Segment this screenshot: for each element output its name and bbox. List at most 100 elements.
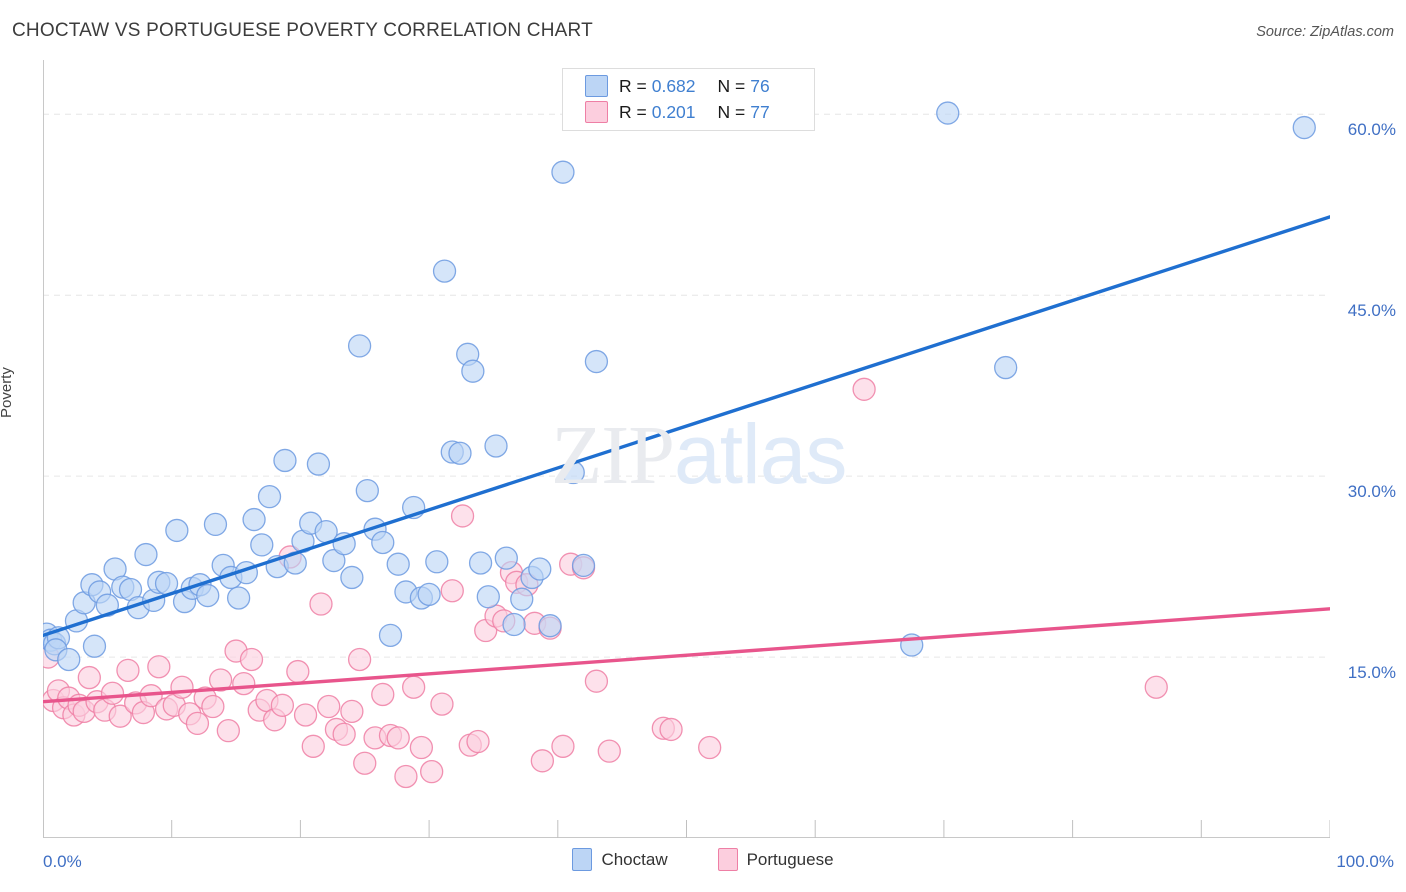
data-point xyxy=(468,551,493,575)
legend-r-label-portuguese: R = xyxy=(619,101,647,122)
data-point xyxy=(77,665,101,690)
y-axis-tick-label: 15.0% xyxy=(1347,663,1396,683)
data-point xyxy=(216,719,240,743)
legend-swatch-choctaw xyxy=(585,75,608,97)
data-point xyxy=(239,647,264,672)
data-point xyxy=(1292,115,1316,140)
scatter-canvas xyxy=(43,60,1330,838)
y-axis-title: Poverty xyxy=(0,367,15,418)
data-point xyxy=(571,553,596,578)
data-point xyxy=(394,764,418,789)
series-label-portuguese: Portuguese xyxy=(746,849,834,869)
series-points-choctaw xyxy=(43,101,1316,672)
data-point xyxy=(584,349,609,374)
legend-row-portuguese: R = 0.201 N = 77 xyxy=(585,99,770,125)
data-point xyxy=(597,739,621,763)
data-point xyxy=(203,512,228,537)
data-point xyxy=(852,377,876,401)
y-axis-tick-label: 30.0% xyxy=(1347,482,1396,502)
data-point xyxy=(250,533,274,557)
series-legend-item-portuguese[interactable]: Portuguese xyxy=(717,848,834,871)
y-axis-tick-label: 60.0% xyxy=(1347,120,1396,140)
data-point xyxy=(659,717,683,742)
data-point xyxy=(257,484,282,509)
data-point xyxy=(450,504,475,528)
source-attribution: Source: ZipAtlas.com xyxy=(1256,24,1394,40)
data-point xyxy=(116,658,140,682)
data-point xyxy=(301,734,325,758)
data-point xyxy=(208,668,233,692)
data-point xyxy=(201,694,225,719)
data-point xyxy=(165,518,189,543)
data-point xyxy=(484,434,508,458)
legend-row-choctaw: R = 0.682 N = 76 xyxy=(585,73,770,99)
data-point xyxy=(340,699,364,723)
data-point xyxy=(448,441,472,465)
y-axis-tick-label: 45.0% xyxy=(1347,301,1396,321)
data-point xyxy=(309,592,333,616)
data-point xyxy=(402,675,426,699)
data-point xyxy=(232,671,256,696)
legend-n-value-portuguese: 77 xyxy=(750,101,770,122)
data-point xyxy=(147,655,171,679)
data-point xyxy=(420,760,444,784)
data-point xyxy=(502,612,526,637)
series-points-portuguese xyxy=(43,377,1168,789)
data-point xyxy=(386,726,410,750)
data-point xyxy=(538,614,562,638)
data-point xyxy=(409,735,434,760)
legend-n-label-portuguese: N = xyxy=(717,101,746,122)
data-point xyxy=(528,557,552,581)
data-point xyxy=(134,542,158,567)
data-point xyxy=(698,735,722,760)
data-point xyxy=(936,101,960,125)
data-point xyxy=(494,546,518,570)
x-axis-tick-max: 100.0% xyxy=(1336,852,1394,871)
data-point xyxy=(530,749,555,773)
data-point xyxy=(584,669,609,693)
data-point xyxy=(100,681,125,705)
legend-n-value-choctaw: 76 xyxy=(750,75,770,96)
data-point xyxy=(273,448,297,473)
data-point xyxy=(371,682,395,707)
data-point xyxy=(82,634,107,658)
data-point xyxy=(386,552,410,576)
data-point xyxy=(440,579,464,603)
series-swatch-choctaw xyxy=(572,848,593,871)
data-point xyxy=(466,729,490,754)
data-point xyxy=(332,722,356,746)
plot-area xyxy=(43,60,1330,838)
series-legend-item-choctaw[interactable]: Choctaw xyxy=(572,848,668,871)
data-point xyxy=(510,587,534,611)
data-point xyxy=(378,623,403,648)
data-point xyxy=(185,711,210,736)
legend-n-label-choctaw: N = xyxy=(717,75,746,96)
data-point xyxy=(293,703,318,727)
data-point xyxy=(57,647,81,672)
data-point xyxy=(551,160,575,184)
series-label-choctaw: Choctaw xyxy=(601,849,668,869)
data-point xyxy=(353,751,377,775)
data-point xyxy=(306,452,331,476)
legend-r-value-choctaw: 0.682 xyxy=(651,75,696,96)
legend-r-value-portuguese: 0.201 xyxy=(651,101,696,122)
data-point xyxy=(551,734,575,758)
data-point xyxy=(242,507,266,532)
data-point xyxy=(196,583,220,608)
data-point xyxy=(317,694,341,719)
trendline-portuguese xyxy=(43,607,1330,704)
data-point xyxy=(425,550,449,574)
data-point xyxy=(226,586,251,610)
page-title: CHOCTAW VS PORTUGUESE POVERTY CORRELATIO… xyxy=(12,20,593,41)
series-swatch-portuguese xyxy=(717,848,738,871)
data-point xyxy=(347,334,372,358)
data-point xyxy=(461,359,485,383)
trendline-choctaw xyxy=(43,215,1330,638)
data-point xyxy=(108,704,132,728)
legend-swatch-portuguese xyxy=(585,101,608,123)
correlation-legend: R = 0.682 N = 76 R = 0.201 N = 77 xyxy=(562,68,815,131)
data-point xyxy=(1144,675,1168,699)
data-point xyxy=(994,355,1018,380)
legend-r-label-choctaw: R = xyxy=(619,75,647,96)
